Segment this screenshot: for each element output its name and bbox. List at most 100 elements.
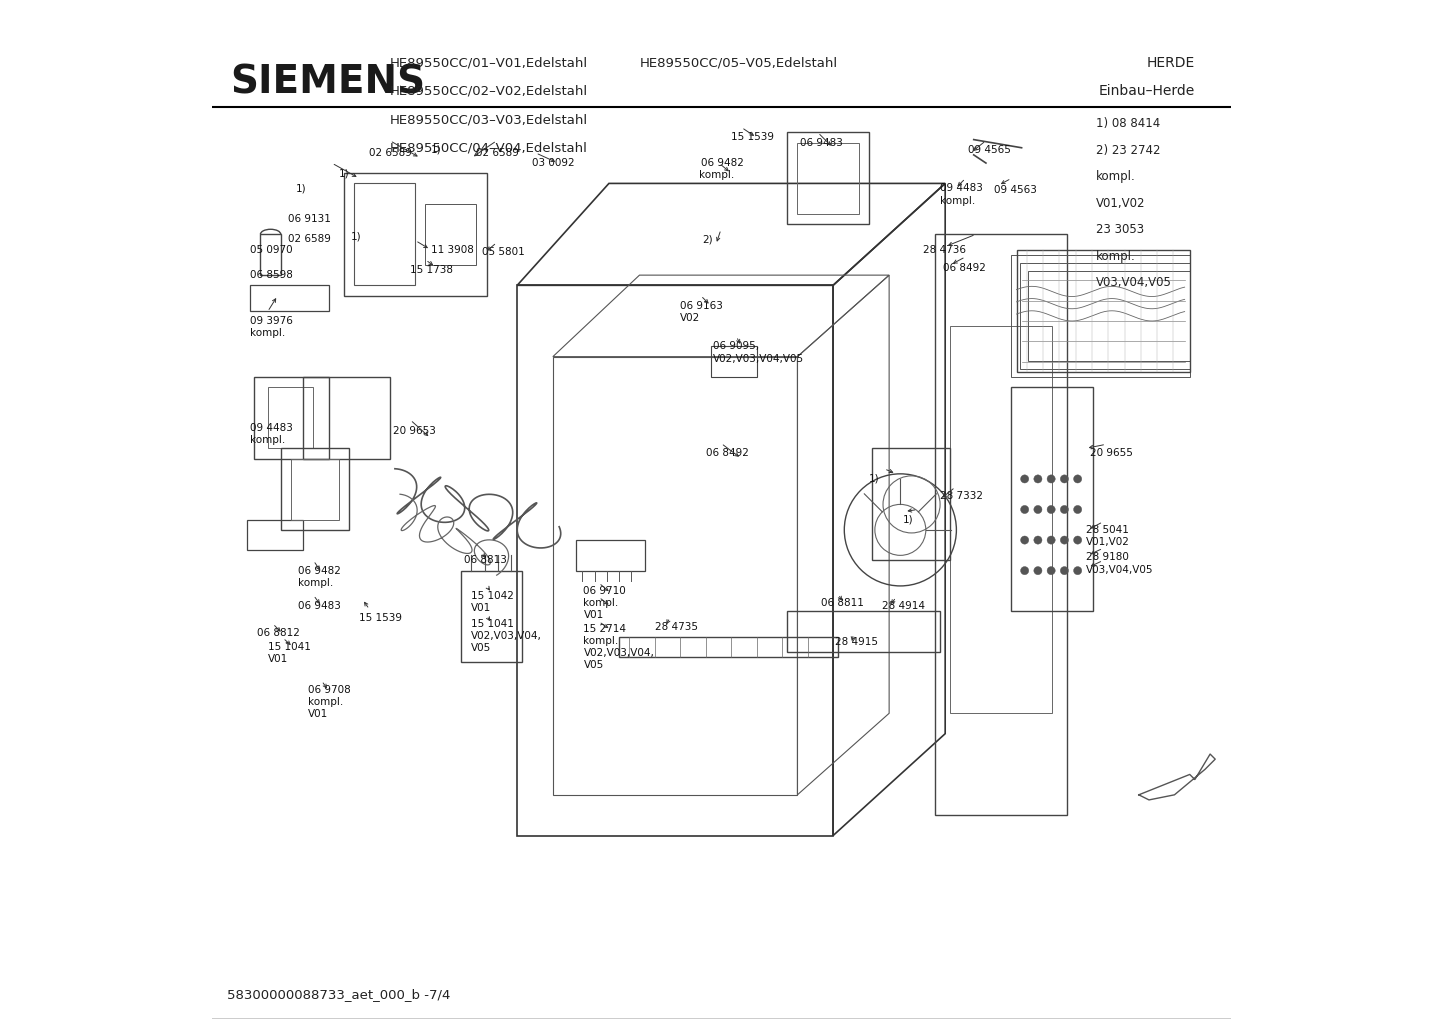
Circle shape [1047,567,1056,575]
Text: 02 6589: 02 6589 [369,148,412,158]
Text: kompl.: kompl. [1096,250,1136,263]
Circle shape [1060,567,1069,575]
Circle shape [1074,536,1082,544]
Text: 06 9131: 06 9131 [288,214,330,224]
Text: 1): 1) [868,474,880,484]
Text: kompl.: kompl. [584,636,619,646]
Text: 06 9095,: 06 9095, [712,341,758,352]
Text: 06 8598: 06 8598 [251,270,293,280]
Text: 15 1042: 15 1042 [472,591,515,601]
Text: 06 9163: 06 9163 [681,301,722,311]
Text: 09 4483: 09 4483 [251,423,293,433]
Text: HE89550CC/02–V02,Edelstahl: HE89550CC/02–V02,Edelstahl [389,85,588,98]
Circle shape [1047,536,1056,544]
Text: HE89550CC/03–V03,Edelstahl: HE89550CC/03–V03,Edelstahl [389,113,588,126]
Text: V01: V01 [472,603,492,613]
Text: 03 0092: 03 0092 [532,158,575,168]
Text: 06 8812: 06 8812 [257,628,300,638]
Text: 06 9482: 06 9482 [298,566,340,576]
Text: 20 9655: 20 9655 [1090,448,1133,459]
Text: 1): 1) [339,168,349,178]
Text: 09 4563: 09 4563 [994,185,1037,196]
Text: 05 5801: 05 5801 [482,247,525,257]
Text: 02 6589: 02 6589 [288,234,330,245]
Text: V01,V02: V01,V02 [1086,537,1129,547]
Text: 23 3053: 23 3053 [1096,223,1144,236]
Text: V02,V03,V04,V05: V02,V03,V04,V05 [712,354,805,364]
Text: SIEMENS: SIEMENS [229,63,425,101]
Text: V03,V04,V05: V03,V04,V05 [1086,565,1154,575]
Text: 28 4914: 28 4914 [883,601,924,611]
Text: V02,V03,V04,: V02,V03,V04, [584,648,655,658]
Text: 11 3908: 11 3908 [431,245,473,255]
Text: 2): 2) [702,234,714,245]
Text: 28 5041: 28 5041 [1086,525,1129,535]
Text: V03,V04,V05: V03,V04,V05 [1096,276,1172,289]
Text: V01,V02: V01,V02 [1096,197,1145,210]
Text: 15 1041: 15 1041 [268,642,310,652]
Text: 06 8492: 06 8492 [943,263,986,273]
Circle shape [1034,505,1043,514]
Circle shape [1074,475,1082,483]
Circle shape [1021,475,1028,483]
Circle shape [1021,505,1028,514]
Text: 1): 1) [903,515,913,525]
Text: 20 9653: 20 9653 [392,426,435,436]
Text: V01: V01 [584,610,604,621]
Circle shape [1047,475,1056,483]
Circle shape [1021,536,1028,544]
Text: 15 1539: 15 1539 [359,613,402,624]
Text: HE89550CC/01–V01,Edelstahl: HE89550CC/01–V01,Edelstahl [389,56,588,69]
Circle shape [1060,505,1069,514]
Text: kompl.: kompl. [1096,170,1136,183]
Text: kompl.: kompl. [251,328,286,338]
Text: 09 4483: 09 4483 [940,183,983,194]
Text: HE89550CC/04–V04,Edelstahl: HE89550CC/04–V04,Edelstahl [389,142,588,155]
Text: V05: V05 [584,660,604,671]
Text: 28 4915: 28 4915 [835,637,878,647]
Text: 28 7332: 28 7332 [940,491,983,501]
Text: kompl.: kompl. [309,697,343,707]
Text: V01: V01 [268,654,288,664]
Text: 28 4735: 28 4735 [655,622,698,632]
Circle shape [1021,567,1028,575]
Text: 06 8492: 06 8492 [705,448,748,459]
Text: kompl.: kompl. [251,435,286,445]
Text: 2) 23 2742: 2) 23 2742 [1096,144,1161,157]
Circle shape [1060,536,1069,544]
Text: 1) 08 8414: 1) 08 8414 [1096,117,1161,130]
Text: V02,V03,V04,: V02,V03,V04, [472,631,542,641]
Text: kompl.: kompl. [698,170,734,180]
Text: 02 6589: 02 6589 [476,148,519,158]
Circle shape [1074,567,1082,575]
Text: 06 9482: 06 9482 [701,158,744,168]
Text: kompl.: kompl. [584,598,619,608]
Text: 58300000088733_aet_000_b -7/4: 58300000088733_aet_000_b -7/4 [226,987,450,1001]
Text: 15 2714: 15 2714 [584,624,626,634]
Text: 15 1041: 15 1041 [472,619,515,629]
Text: kompl.: kompl. [940,196,975,206]
Text: V05: V05 [472,643,492,653]
Circle shape [1074,505,1082,514]
Text: 15 1539: 15 1539 [731,132,774,143]
Text: 28 9180: 28 9180 [1086,552,1129,562]
Text: HE89550CC/05–V05,Edelstahl: HE89550CC/05–V05,Edelstahl [639,56,838,69]
Text: HERDE: HERDE [1146,56,1195,70]
Circle shape [1034,536,1043,544]
Circle shape [1060,475,1069,483]
Text: 15 1738: 15 1738 [410,265,453,275]
Circle shape [1047,505,1056,514]
Text: 06 9483: 06 9483 [800,138,844,148]
Text: 06 9710: 06 9710 [584,586,626,596]
Text: 1): 1) [431,145,441,155]
Text: 06 9708: 06 9708 [309,685,350,695]
Circle shape [1034,475,1043,483]
Text: 05 0970: 05 0970 [251,245,293,255]
Text: 06 9483: 06 9483 [298,601,340,611]
Text: 06 8811: 06 8811 [820,598,864,608]
Text: V01: V01 [309,709,329,719]
Text: kompl.: kompl. [298,578,333,588]
Text: 09 4565: 09 4565 [968,145,1011,155]
Text: 1): 1) [350,231,362,242]
Text: 06 8813: 06 8813 [464,555,508,566]
